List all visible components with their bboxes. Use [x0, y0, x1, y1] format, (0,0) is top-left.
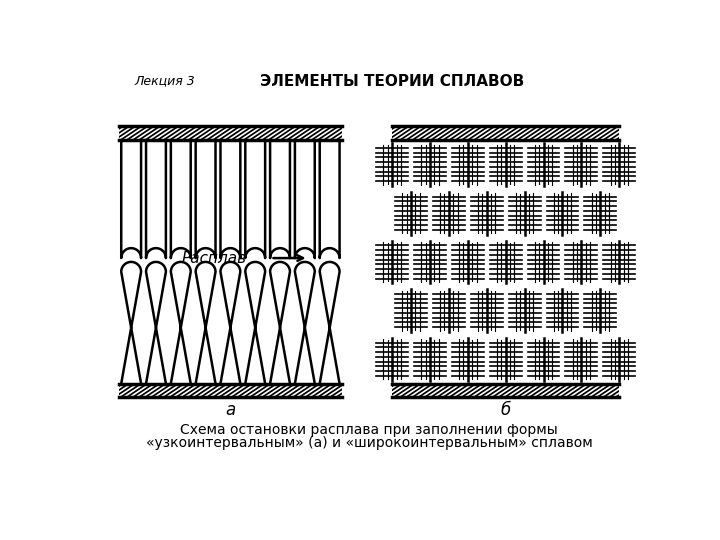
Text: б: б: [500, 401, 510, 418]
Text: ЭЛЕМЕНТЫ ТЕОРИИ СПЛАВОВ: ЭЛЕМЕНТЫ ТЕОРИИ СПЛАВОВ: [260, 74, 524, 89]
Bar: [119, 126, 342, 397]
Bar: [119, 126, 342, 140]
Bar: [119, 383, 342, 397]
Bar: [392, 126, 619, 397]
Text: «узкоинтервальным» (а) и «широкоинтервальным» сплавом: «узкоинтервальным» (а) и «широкоинтервал…: [145, 436, 593, 450]
Text: Схема остановки расплава при заполнении формы: Схема остановки расплава при заполнении …: [180, 423, 558, 437]
Bar: [392, 383, 619, 397]
Text: Расплав: Расплав: [181, 251, 246, 266]
Bar: [392, 126, 619, 140]
Text: Лекция 3: Лекция 3: [135, 74, 195, 87]
Text: а: а: [225, 401, 235, 418]
